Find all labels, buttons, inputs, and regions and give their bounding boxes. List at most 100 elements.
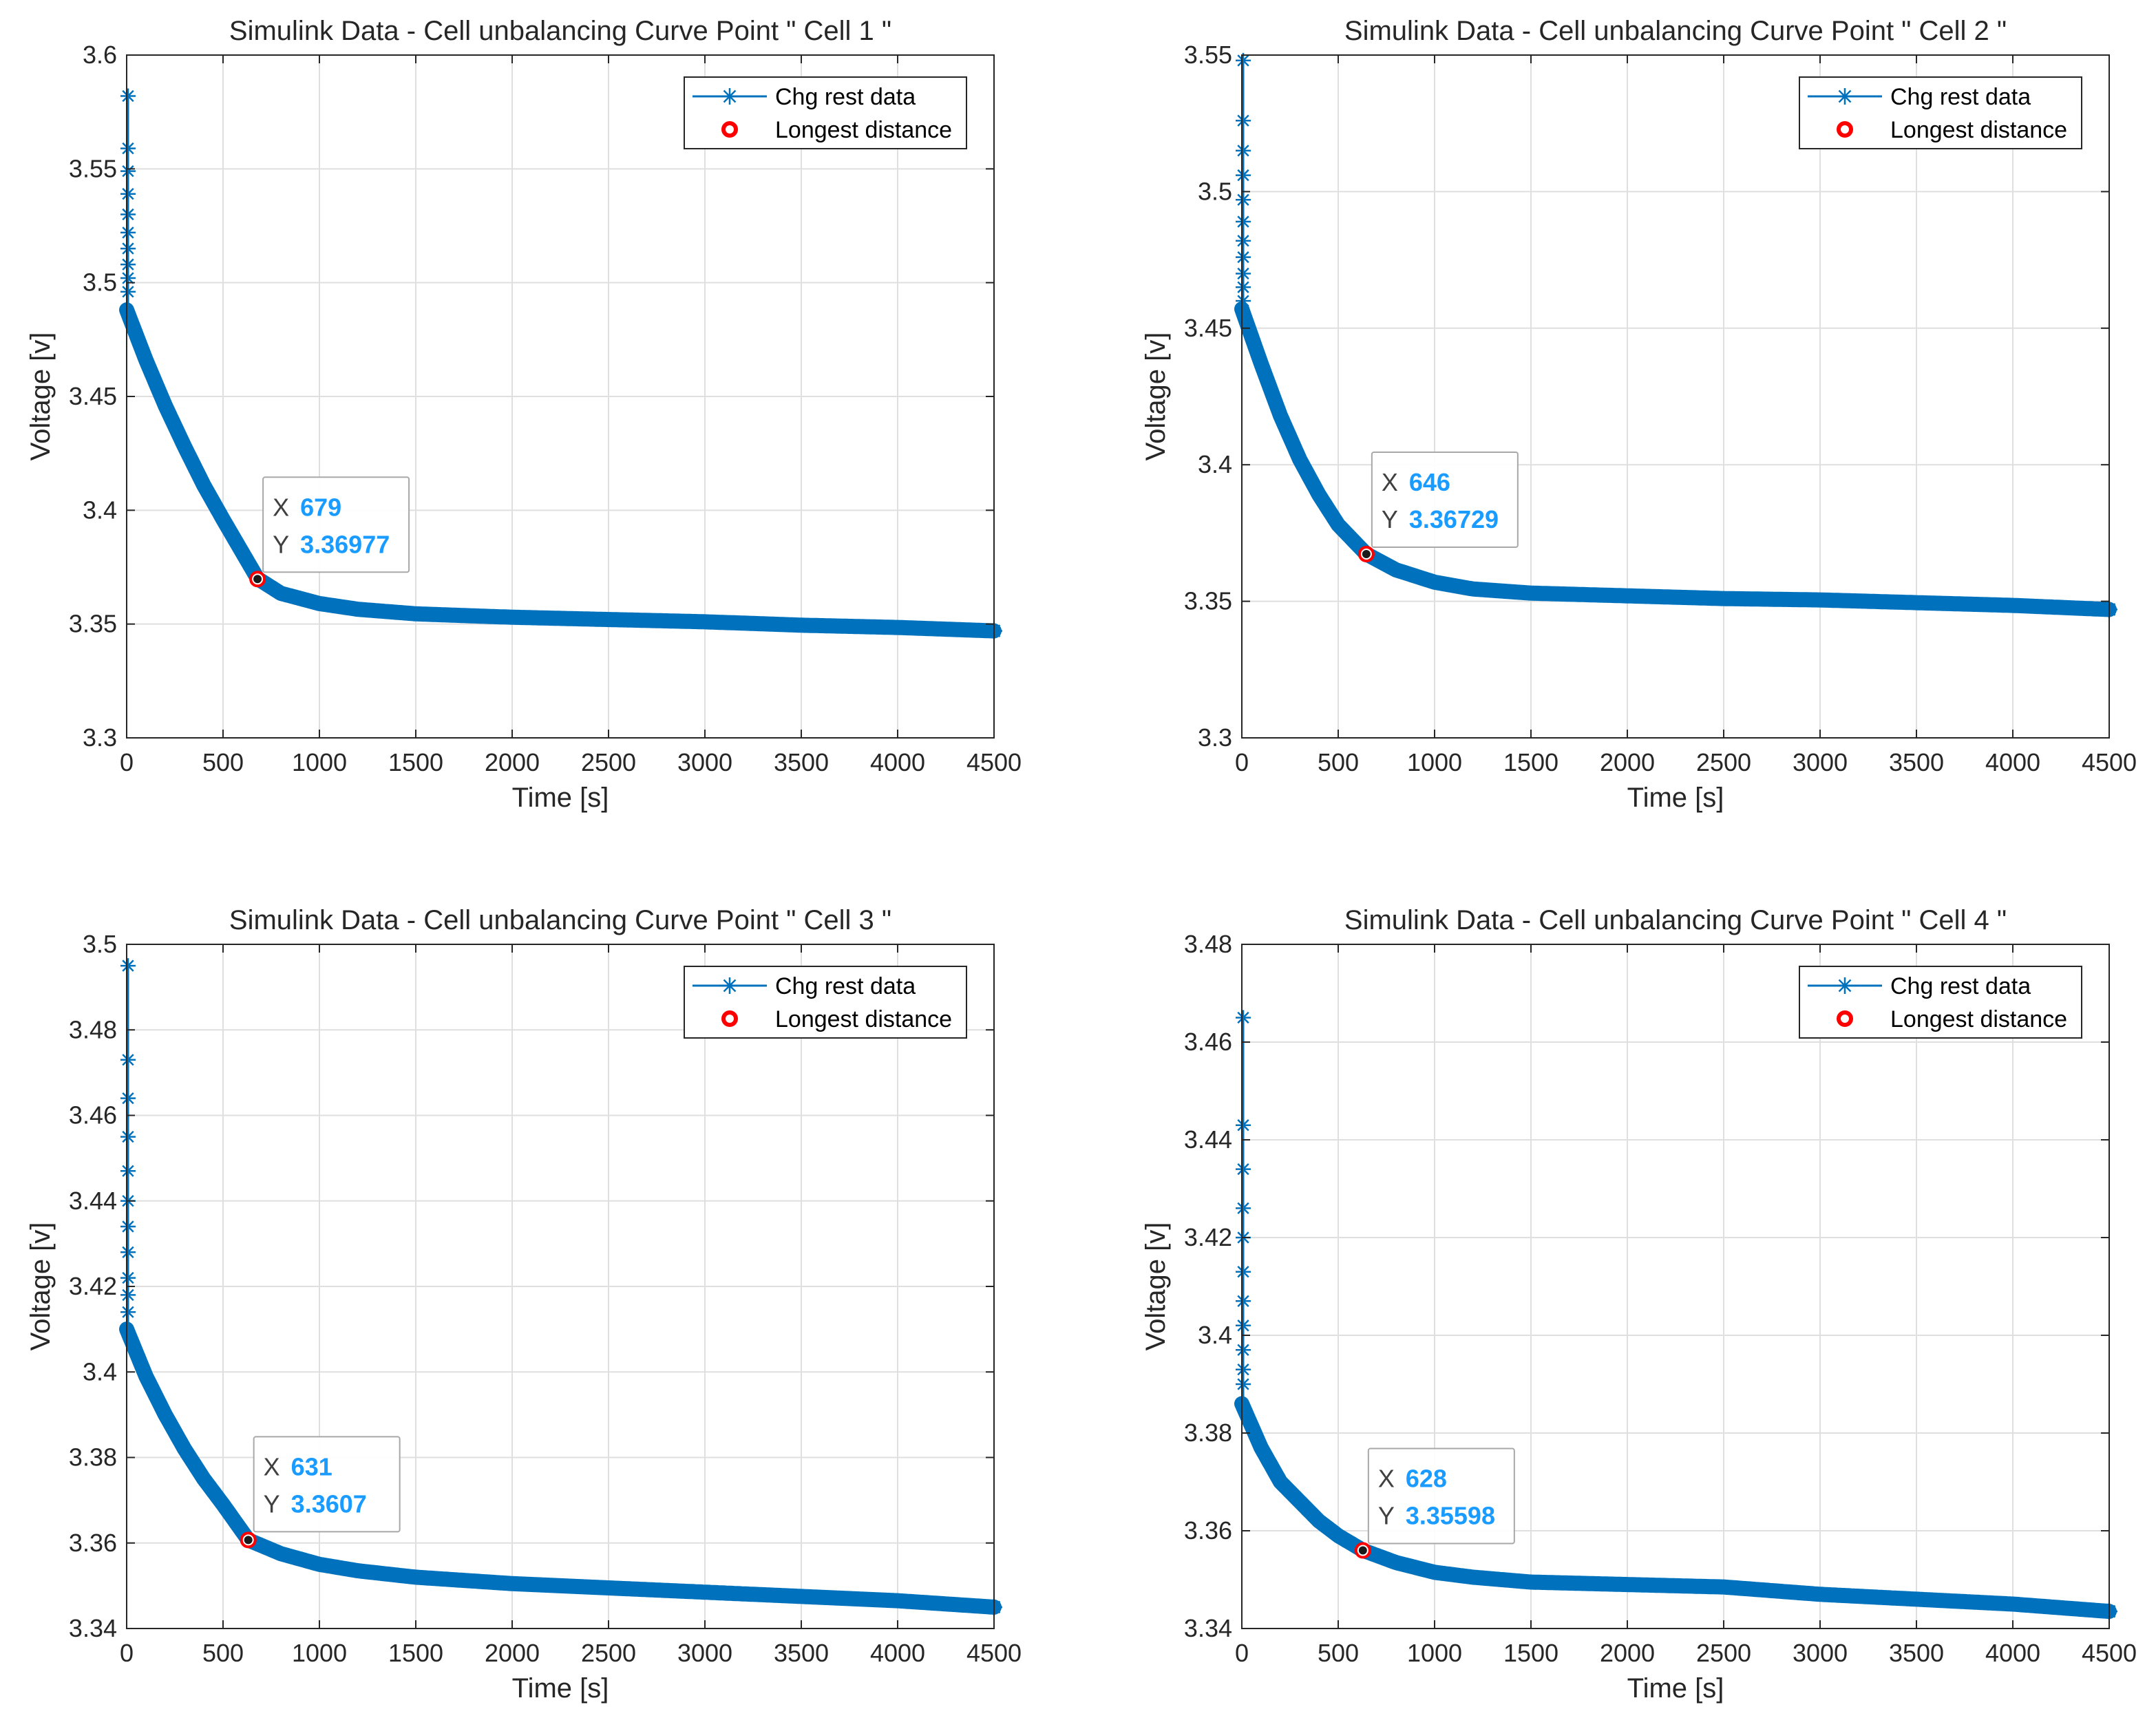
- series-point: [120, 271, 136, 286]
- series-point: [1236, 1161, 1251, 1177]
- datatip-y-key: Y: [264, 1489, 280, 1518]
- datatip[interactable]: X 646 Y 3.36729: [1371, 451, 1519, 548]
- datatip[interactable]: X 631 Y 3.3607: [253, 1436, 401, 1533]
- series-point: [120, 241, 136, 257]
- legend-label: Chg rest data: [775, 973, 916, 999]
- x-tick-label: 1500: [388, 1639, 443, 1667]
- series-point: [1236, 167, 1251, 183]
- y-tick-label: 3.36: [1184, 1516, 1232, 1545]
- longest-distance-marker-center: [1362, 549, 1371, 558]
- y-tick-label: 3.38: [69, 1443, 117, 1472]
- datatip-x-key: X: [1382, 468, 1398, 496]
- series-point: [120, 1129, 136, 1145]
- x-tick-label: 3500: [1889, 1639, 1944, 1667]
- series-point: [1236, 1377, 1251, 1392]
- chart-panel-2: 0 500 1000 1500 2000 2500 3000 3500 4000 4500 3.3 3…: [1141, 16, 2137, 813]
- y-tick-label: 3.6: [83, 41, 117, 69]
- x-tick-label: 2000: [485, 748, 540, 776]
- y-tick-label: 3.45: [1184, 314, 1232, 342]
- legend-label: Longest distance: [1890, 1006, 2067, 1032]
- datatip-y-value: 3.36729: [1409, 505, 1499, 533]
- series-point: [1236, 142, 1251, 158]
- y-tick-label: 3.42: [69, 1272, 117, 1300]
- x-tick-label: 2500: [1696, 1639, 1751, 1667]
- y-tick-label: 3.44: [69, 1187, 117, 1215]
- series-point: [120, 257, 136, 273]
- series-point: [1236, 1010, 1251, 1026]
- series-point: [120, 958, 136, 974]
- legend: Chg rest data Longest distance: [1799, 966, 2082, 1039]
- series-point: [1236, 52, 1251, 68]
- chart-panel-4: 0 500 1000 1500 2000 2500 3000 3500 4000 4500 3.34…: [1141, 905, 2137, 1704]
- y-tick-label: 3.48: [1184, 930, 1232, 958]
- y-tick-label: 3.36: [69, 1529, 117, 1557]
- x-tick-label: 2500: [581, 1639, 636, 1667]
- longest-distance-marker-center: [1358, 1546, 1367, 1555]
- x-tick-label: 1000: [1407, 1639, 1462, 1667]
- datatip-y-value: 3.3607: [291, 1489, 367, 1518]
- legend-label: Chg rest data: [1890, 84, 2031, 110]
- legend: Chg rest data Longest distance: [684, 966, 967, 1039]
- y-axis-label: Voltage [v]: [25, 332, 56, 461]
- datatip[interactable]: X 628 Y 3.35598: [1367, 1447, 1515, 1545]
- x-tick-label: 1000: [292, 1639, 347, 1667]
- datatip-y-key: Y: [1382, 505, 1398, 533]
- datatip-box: [262, 476, 410, 573]
- series-point: [120, 284, 136, 299]
- y-tick-label: 3.42: [1184, 1223, 1232, 1251]
- legend-label: Chg rest data: [775, 84, 916, 110]
- datatip[interactable]: X 679 Y 3.36977: [262, 476, 410, 573]
- legend-box: [684, 966, 967, 1039]
- legend-asterisk-swatch: [1837, 977, 1853, 994]
- legend-label: Longest distance: [775, 117, 952, 143]
- y-tick-label: 3.44: [1184, 1125, 1232, 1154]
- datatip-x-key: X: [273, 493, 289, 521]
- chart-title: Simulink Data - Cell unbalancing Curve P…: [229, 905, 891, 935]
- datatip-x-value: 646: [1409, 468, 1450, 496]
- series-point: [120, 224, 136, 240]
- x-tick-label: 3000: [1793, 1639, 1848, 1667]
- datatip-x-key: X: [264, 1452, 280, 1481]
- series-point: [1236, 1293, 1251, 1309]
- x-axis-label: Time [s]: [512, 1673, 609, 1704]
- x-tick-label: 1500: [388, 748, 443, 776]
- plot-area: [1242, 55, 2109, 738]
- datatip-y-key: Y: [1378, 1502, 1395, 1530]
- series-point: [120, 206, 136, 222]
- legend-asterisk-swatch: [721, 977, 738, 994]
- x-tick-label: 3500: [774, 748, 829, 776]
- y-tick-label: 3.4: [1198, 450, 1232, 478]
- x-tick-label: 1500: [1503, 748, 1558, 776]
- x-tick-label: 4000: [1985, 1639, 2040, 1667]
- y-tick-label: 3.46: [1184, 1028, 1232, 1056]
- y-axis-label: Voltage [v]: [1141, 332, 1171, 461]
- y-tick-label: 3.5: [83, 268, 117, 297]
- legend-label: Longest distance: [775, 1006, 952, 1032]
- series-line: [1234, 1396, 2117, 1620]
- y-tick-label: 3.38: [1184, 1419, 1232, 1447]
- series-point: [120, 1287, 136, 1303]
- y-tick-label: 3.48: [69, 1015, 117, 1043]
- longest-distance-marker-center: [253, 575, 262, 584]
- chart-title: Simulink Data - Cell unbalancing Curve P…: [1344, 905, 2007, 935]
- x-tick-label: 1000: [1407, 748, 1462, 776]
- x-tick-label: 2000: [1600, 1639, 1655, 1667]
- series-point: [1236, 1317, 1251, 1333]
- y-tick-label: 3.34: [69, 1614, 117, 1642]
- x-tick-label: 0: [120, 1639, 134, 1667]
- series-point: [1236, 192, 1251, 208]
- x-tick-label: 500: [202, 1639, 244, 1667]
- x-tick-label: 0: [120, 748, 134, 776]
- x-tick-label: 1000: [292, 748, 347, 776]
- y-tick-label: 3.45: [69, 382, 117, 410]
- x-axis-label: Time [s]: [512, 783, 609, 813]
- datatip-x-value: 628: [1406, 1465, 1447, 1493]
- y-tick-label: 3.5: [83, 930, 117, 958]
- datatip-box: [1371, 451, 1519, 548]
- legend-marker-swatch: [1837, 121, 1853, 138]
- series-point: [1236, 113, 1251, 129]
- x-tick-label: 2500: [581, 748, 636, 776]
- series-point: [120, 1052, 136, 1068]
- x-tick-label: 4500: [2082, 1639, 2137, 1667]
- series-point: [120, 1304, 136, 1320]
